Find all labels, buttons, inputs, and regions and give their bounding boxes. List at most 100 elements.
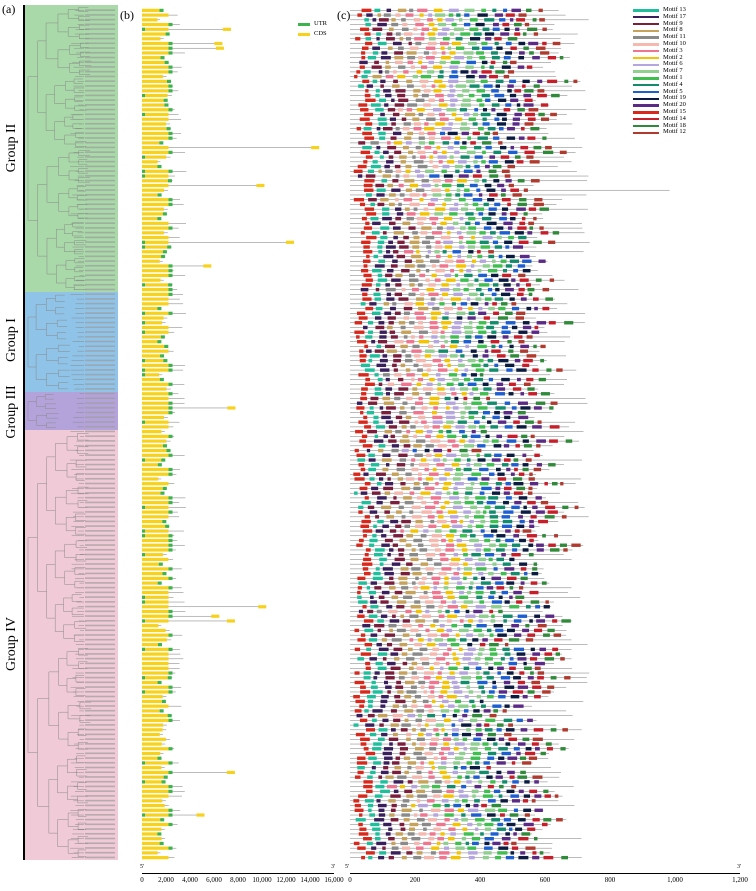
motif-box	[381, 543, 390, 547]
motif-box	[552, 41, 561, 46]
motif-box	[482, 216, 492, 221]
motif-box	[391, 278, 401, 282]
motif-box	[449, 51, 456, 55]
motif-box	[412, 581, 416, 585]
motif-box	[451, 392, 457, 396]
motif-box	[396, 628, 406, 633]
motif-box	[529, 590, 539, 595]
motif-box	[365, 174, 376, 178]
leaf-label	[85, 444, 115, 447]
motif-box	[451, 723, 456, 727]
leaf-label	[85, 780, 115, 783]
cds-exon	[311, 146, 320, 150]
cds-exon	[142, 420, 169, 424]
utr-segment	[142, 93, 145, 98]
motif-box	[495, 392, 505, 396]
motif-box	[516, 311, 526, 315]
motif-box	[506, 368, 513, 372]
motif-box	[470, 742, 480, 746]
motif-box	[484, 453, 492, 457]
leaf-label	[85, 795, 115, 797]
motif-box	[454, 150, 460, 155]
motif-box	[387, 316, 396, 320]
motif-box	[389, 117, 397, 121]
motif-box	[491, 614, 495, 618]
motif-box	[507, 756, 518, 760]
motif-legend-label: Motif 3	[663, 46, 683, 54]
cds-exon	[142, 117, 169, 121]
motif-box	[431, 264, 437, 268]
motif-box	[400, 344, 408, 349]
utr-segment	[142, 420, 145, 424]
cds-exon	[142, 628, 166, 633]
motif-box	[486, 737, 496, 741]
cds-exon	[142, 463, 158, 467]
motif-box	[445, 590, 453, 595]
motif-box	[491, 818, 501, 822]
motif-box	[528, 756, 538, 760]
motif-box	[429, 401, 439, 405]
motif-box	[466, 780, 472, 784]
motif-box	[426, 605, 435, 609]
motif-box	[392, 179, 399, 183]
motif-box	[497, 671, 501, 675]
motif-box	[425, 628, 430, 633]
motif-swatch	[633, 97, 659, 100]
motif-box	[375, 661, 383, 666]
motif-box	[391, 22, 399, 27]
motif-box	[409, 638, 414, 642]
motif-box	[369, 732, 377, 737]
motif-box	[521, 434, 528, 439]
motif-box	[530, 581, 538, 585]
motif-box	[453, 505, 463, 510]
motif-box	[494, 117, 500, 121]
motif-box	[481, 93, 490, 98]
cds-exon	[142, 60, 165, 65]
cds-exon	[142, 676, 168, 680]
motif-box	[528, 41, 539, 46]
motif-box	[440, 832, 445, 836]
motif-box	[543, 818, 552, 822]
leaf-label	[85, 567, 115, 570]
motif-box	[552, 619, 558, 623]
motif-box	[400, 406, 405, 410]
motif-box	[382, 846, 386, 850]
motif-box	[463, 709, 469, 713]
motif-box	[528, 108, 539, 112]
motif-box	[390, 666, 401, 670]
motif-box	[415, 524, 424, 528]
motif-box	[499, 813, 505, 817]
motif-box	[403, 235, 409, 240]
motif-box	[415, 41, 422, 46]
motif-box	[421, 576, 427, 581]
leaf-label	[85, 809, 115, 811]
motif-box	[503, 283, 511, 287]
motif-box	[456, 183, 465, 188]
motif-box	[397, 74, 406, 79]
motif-box	[411, 505, 421, 510]
motif-box	[461, 813, 466, 817]
motif-box	[489, 543, 496, 547]
motif-box	[402, 619, 410, 623]
motif-box	[405, 368, 411, 372]
motif-box	[391, 122, 396, 126]
cds-exon	[142, 856, 169, 860]
motif-box	[496, 434, 503, 439]
motif-legend-label: Motif 1	[663, 73, 683, 81]
cds-exon	[142, 259, 160, 263]
motif-box	[394, 51, 404, 55]
motif-box	[365, 221, 370, 226]
cds-exon	[142, 548, 169, 552]
motif-box	[475, 605, 486, 609]
motif-box	[383, 373, 390, 377]
cds-exon	[142, 321, 163, 325]
motif-box	[476, 325, 484, 330]
motif-box	[484, 297, 492, 301]
utr-segment	[157, 756, 162, 760]
leaf-label	[85, 837, 115, 840]
motif-box	[478, 780, 483, 784]
motif-box	[403, 316, 409, 320]
motif-box	[353, 799, 360, 803]
motif-box	[466, 728, 471, 732]
motif-box	[564, 676, 571, 680]
